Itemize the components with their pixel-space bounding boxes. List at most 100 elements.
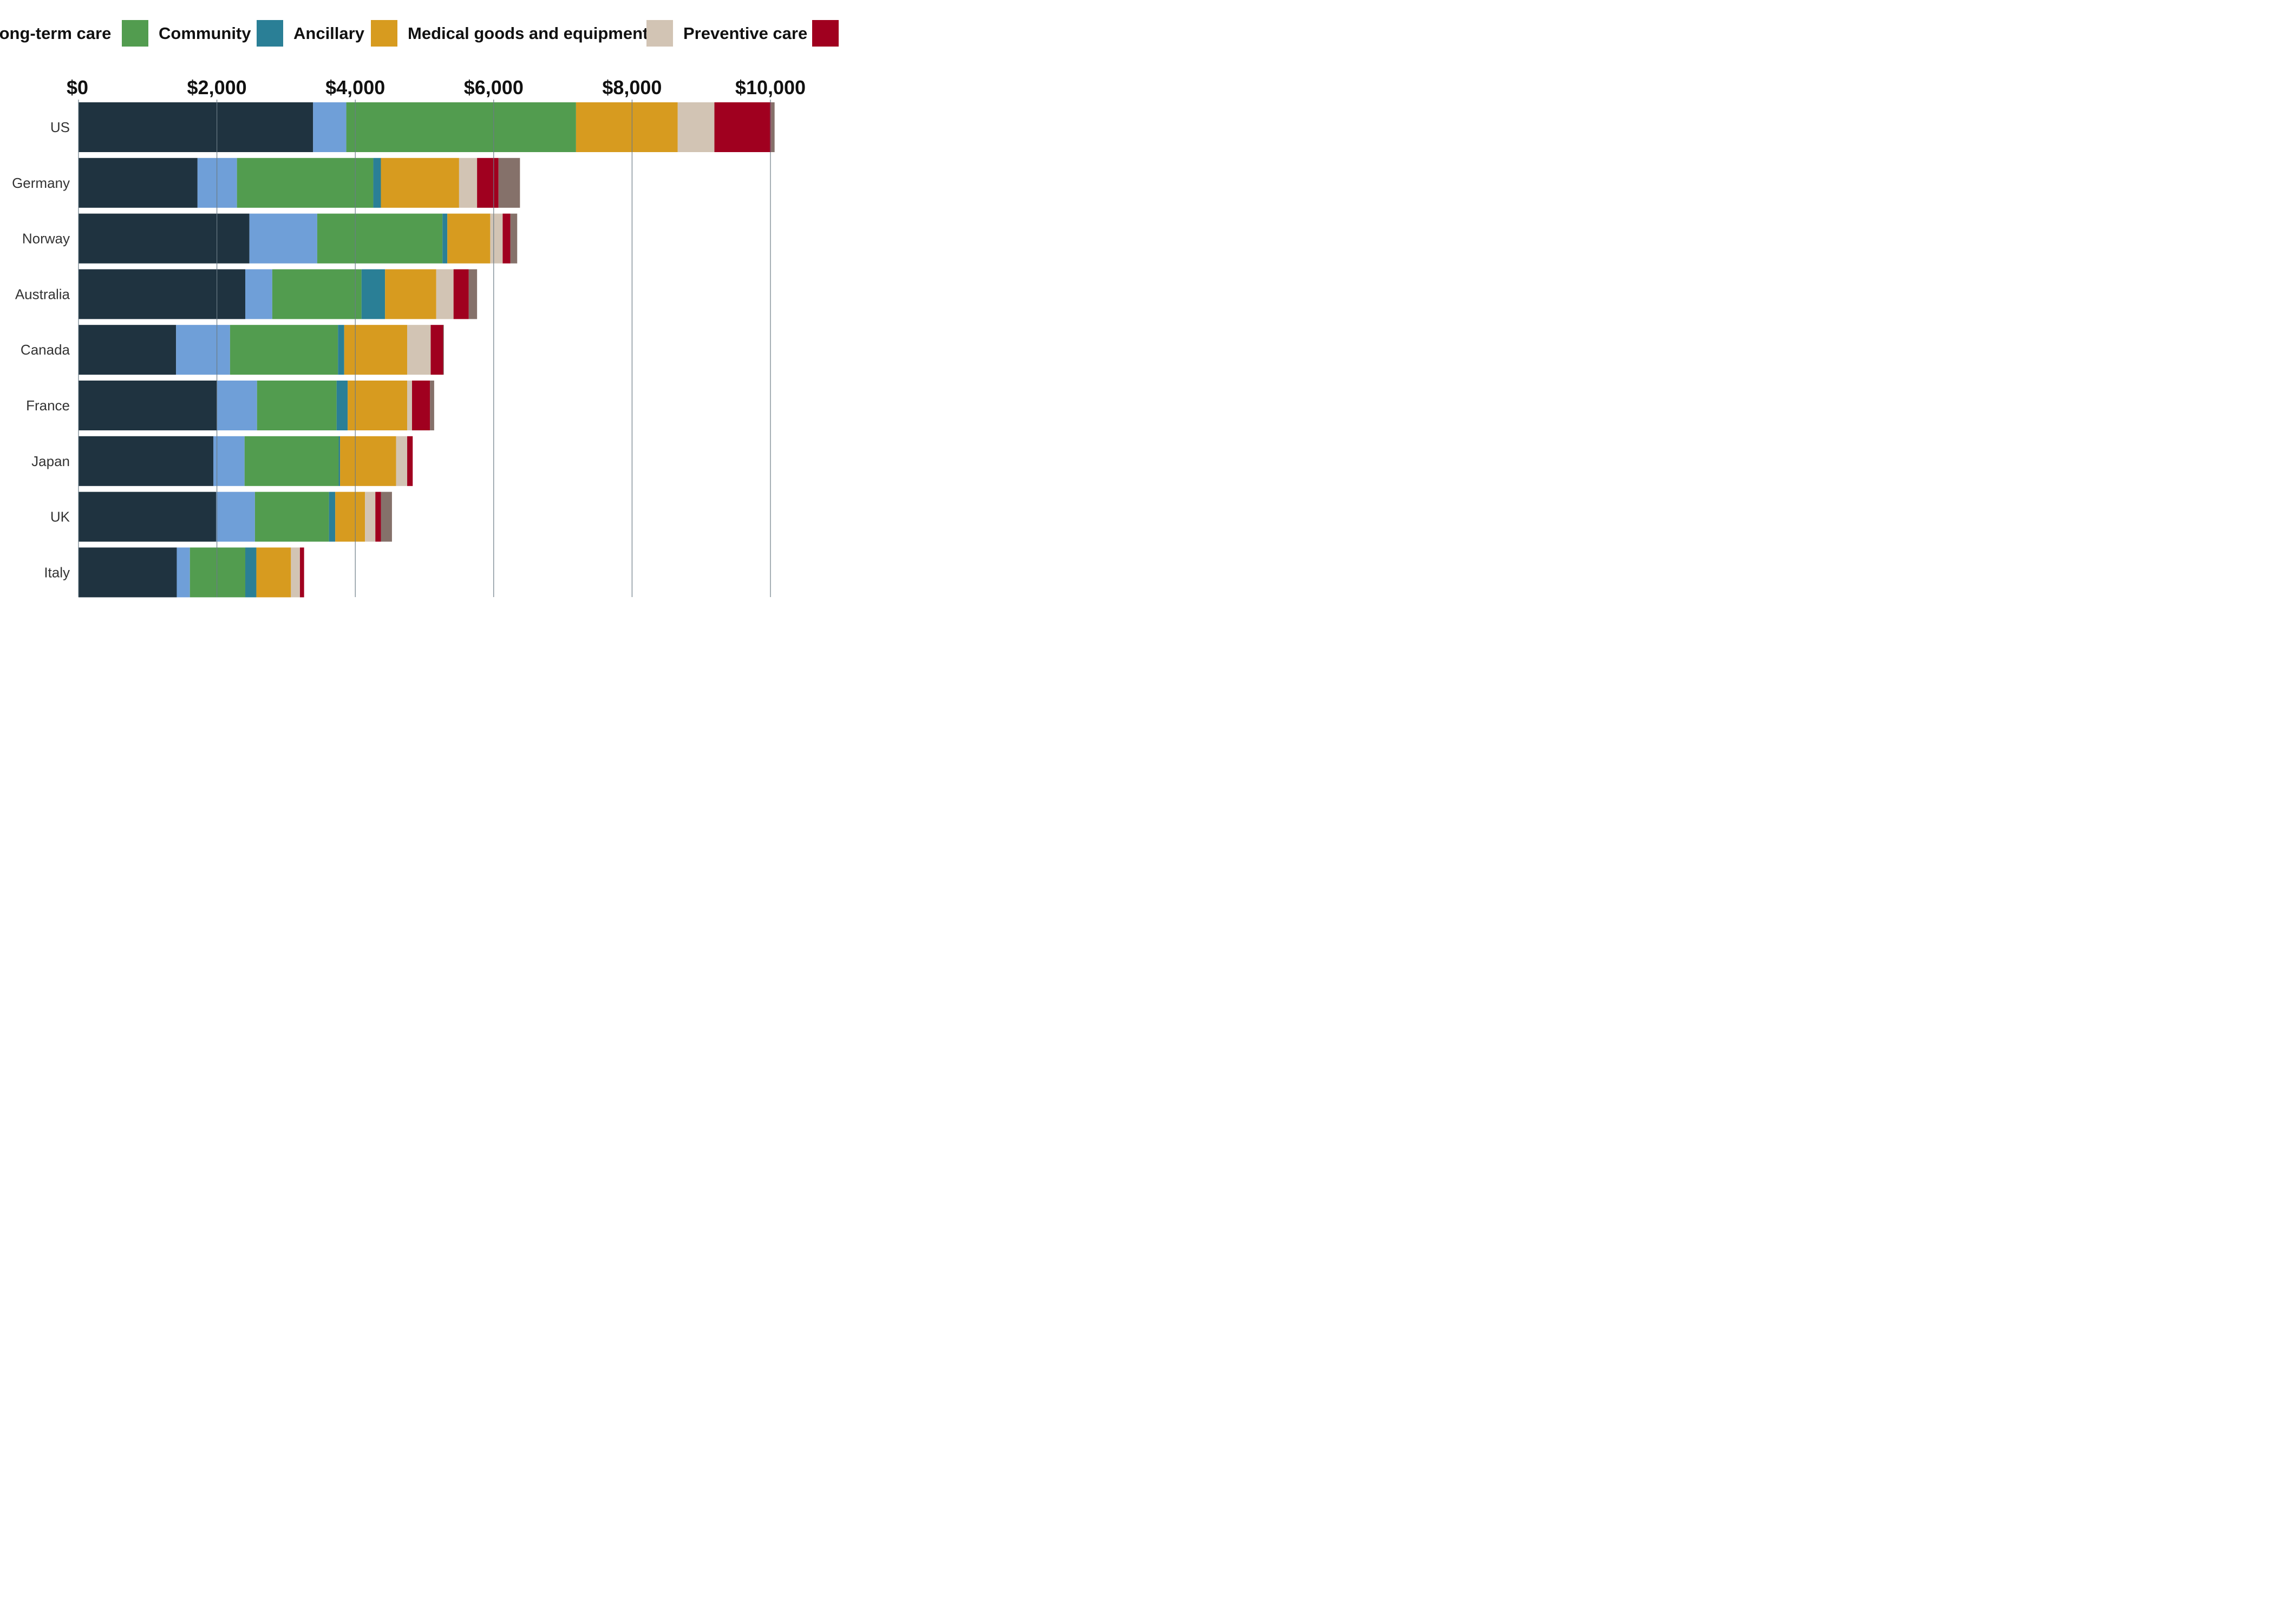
bar-segment: [336, 381, 348, 430]
bar-segment: [329, 492, 336, 542]
bar-segment: [490, 213, 503, 264]
bar-segment: [272, 269, 362, 319]
bar-segment: [407, 381, 412, 430]
legend-label: long-term care: [0, 24, 111, 43]
bar-segment: [442, 213, 448, 264]
bar-segment: [257, 381, 337, 430]
bar-segment: [313, 102, 347, 152]
bar-segment: [197, 158, 237, 208]
bars: [79, 102, 775, 598]
bar-segment: [254, 492, 329, 542]
bar-segment: [385, 269, 436, 319]
x-tick-label: $10,000: [735, 76, 806, 99]
category-label: UK: [50, 509, 70, 525]
x-tick-label: $6,000: [464, 76, 524, 99]
bar-segment: [381, 492, 392, 542]
bar-segment: [79, 492, 217, 542]
legend-swatch: [122, 20, 148, 47]
bar-segment: [340, 436, 396, 486]
bar-segment: [79, 436, 214, 486]
bar-segment: [459, 158, 478, 208]
bar-segment: [79, 158, 198, 208]
bar-segment: [453, 269, 469, 319]
bar-segment: [237, 158, 374, 208]
bar-segment: [79, 102, 313, 152]
bar-segment: [436, 269, 454, 319]
legend-label: Ancillary: [293, 24, 365, 43]
bar-segment: [346, 102, 576, 152]
bar-segment: [447, 213, 491, 264]
category-label: US: [50, 119, 70, 135]
bar-segment: [230, 325, 338, 375]
category-label: Italy: [44, 564, 70, 580]
category-label: Norway: [22, 231, 70, 247]
bar-segment: [79, 213, 250, 264]
bar-segment: [510, 213, 518, 264]
category-label: Japan: [31, 453, 70, 469]
bar-segment: [299, 547, 304, 598]
bar-segment: [291, 547, 300, 598]
category-label: Australia: [15, 286, 70, 302]
category-labels: US Germany Norway Australia Canada France Japa…: [12, 119, 70, 580]
bar-segment: [79, 381, 217, 430]
bar-segment: [677, 102, 715, 152]
bar-segment: [213, 436, 245, 486]
bar-segment: [411, 381, 430, 430]
bar-segment: [477, 158, 499, 208]
bar-segment: [317, 213, 443, 264]
category-label: Canada: [21, 342, 70, 358]
bar-segment: [217, 381, 257, 430]
category-label: Germany: [12, 175, 70, 191]
bar-segment: [373, 158, 381, 208]
bar-segment: [396, 436, 408, 486]
x-tick-label: $4,000: [325, 76, 385, 99]
bar-segment: [365, 492, 376, 542]
bar-segment: [381, 158, 459, 208]
bar-segment: [407, 436, 413, 486]
bar-segment: [344, 325, 408, 375]
bar-segment: [249, 213, 317, 264]
x-tick-label: $2,000: [187, 76, 247, 99]
bar-segment: [338, 325, 344, 375]
bar-segment: [576, 102, 678, 152]
legend-swatch: [371, 20, 397, 47]
legend-label: Medical goods and equipment: [408, 24, 648, 43]
bar-segment: [176, 325, 230, 375]
bar-segment: [375, 492, 381, 542]
legend-swatch: [646, 20, 673, 47]
bar-segment: [256, 547, 291, 598]
bar-segment: [79, 547, 177, 598]
bar-segment: [361, 269, 385, 319]
bar-segment: [348, 381, 408, 430]
legend-label: Preventive care: [683, 24, 807, 43]
bar-segment: [443, 325, 444, 375]
bar-segment: [177, 547, 190, 598]
bar-segment: [468, 269, 478, 319]
stacked-bar-chart: long-term care Community Ancillary Medical …: [0, 20, 839, 598]
bar-segment: [430, 325, 443, 375]
x-tick-label: $8,000: [602, 76, 662, 99]
bar-segment: [502, 213, 511, 264]
bar-segment: [498, 158, 520, 208]
bar-segment: [190, 547, 245, 598]
bar-segment: [245, 547, 257, 598]
bar-segment: [335, 492, 365, 542]
gridlines: [78, 100, 771, 597]
bar-segment: [771, 102, 775, 152]
bar-segment: [430, 381, 434, 430]
bar-segment: [244, 436, 339, 486]
legend-swatch: [257, 20, 283, 47]
bar-segment: [714, 102, 772, 152]
bar-segment: [79, 325, 177, 375]
category-label: France: [26, 397, 70, 414]
x-tick-label: $0: [67, 76, 88, 99]
bar-segment: [407, 325, 431, 375]
bar-segment: [79, 269, 245, 319]
bar-segment: [245, 269, 272, 319]
bar-segment: [338, 436, 341, 486]
x-axis-ticks: $0 $2,000 $4,000 $6,000 $8,000 $10,000: [67, 76, 806, 99]
legend-swatch: [812, 20, 839, 47]
bar-segment: [216, 492, 255, 542]
legend: long-term care Community Ancillary Medical …: [0, 20, 839, 47]
legend-label: Community: [159, 24, 251, 43]
